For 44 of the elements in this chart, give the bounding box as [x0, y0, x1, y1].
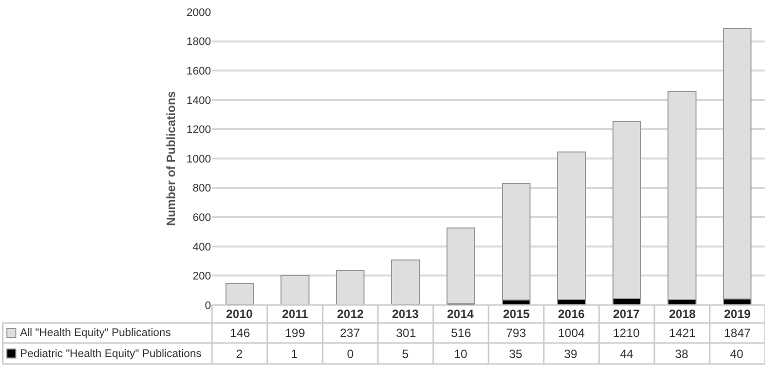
y-tick-label: 1200: [186, 124, 211, 136]
y-tick-label: 1400: [186, 94, 211, 107]
x-tick-label: 2019: [724, 307, 752, 321]
y-tick-label: 1000: [186, 153, 211, 166]
x-tick-label: 2010: [226, 307, 254, 321]
y-tick-label: 2000: [186, 6, 211, 19]
data-label: 38: [675, 347, 689, 361]
data-label: 1210: [613, 326, 640, 340]
data-label: 146: [230, 326, 250, 340]
x-tick-label: 2018: [669, 307, 696, 321]
x-tick-label: 2016: [558, 307, 586, 321]
y-axis-title: Number of Publications: [164, 90, 178, 226]
x-tick-label: 2012: [337, 307, 364, 321]
y-tick-label: 0: [204, 300, 211, 312]
y-tick-label: 400: [192, 241, 211, 254]
data-label: 35: [509, 347, 523, 361]
data-label: 199: [285, 326, 306, 340]
x-tick-label: 2015: [503, 307, 530, 321]
data-label: 5: [402, 347, 409, 361]
x-tick-label: 2011: [282, 307, 308, 321]
data-label: 237: [340, 326, 360, 340]
x-tick-label: 2017: [613, 307, 640, 321]
data-label: 1004: [558, 326, 586, 340]
y-tick-label: 200: [192, 270, 211, 283]
data-label: 40: [730, 347, 744, 361]
data-label: 301: [396, 326, 416, 340]
data-label: 1847: [724, 326, 752, 340]
y-tick-label: 600: [192, 212, 211, 224]
y-tick-label: 1600: [186, 65, 211, 78]
y-tick-label: 1800: [186, 36, 211, 48]
y-tick-label: 800: [192, 182, 211, 195]
legend-label: All "Health Equity" Publications: [20, 327, 172, 339]
data-label: 10: [454, 347, 468, 361]
data-label: 1: [291, 347, 298, 361]
data-label: 516: [451, 326, 472, 340]
data-label: 39: [564, 347, 578, 361]
data-label: 2: [236, 347, 243, 361]
data-label: 44: [620, 347, 634, 361]
legend-label: Pediatric "Health Equity" Publications: [20, 348, 202, 360]
x-tick-label: 2014: [447, 307, 474, 321]
data-label: 0: [347, 347, 354, 361]
x-tick-label: 2013: [392, 307, 420, 321]
data-label: 793: [506, 326, 526, 340]
data-label: 1421: [669, 326, 696, 340]
